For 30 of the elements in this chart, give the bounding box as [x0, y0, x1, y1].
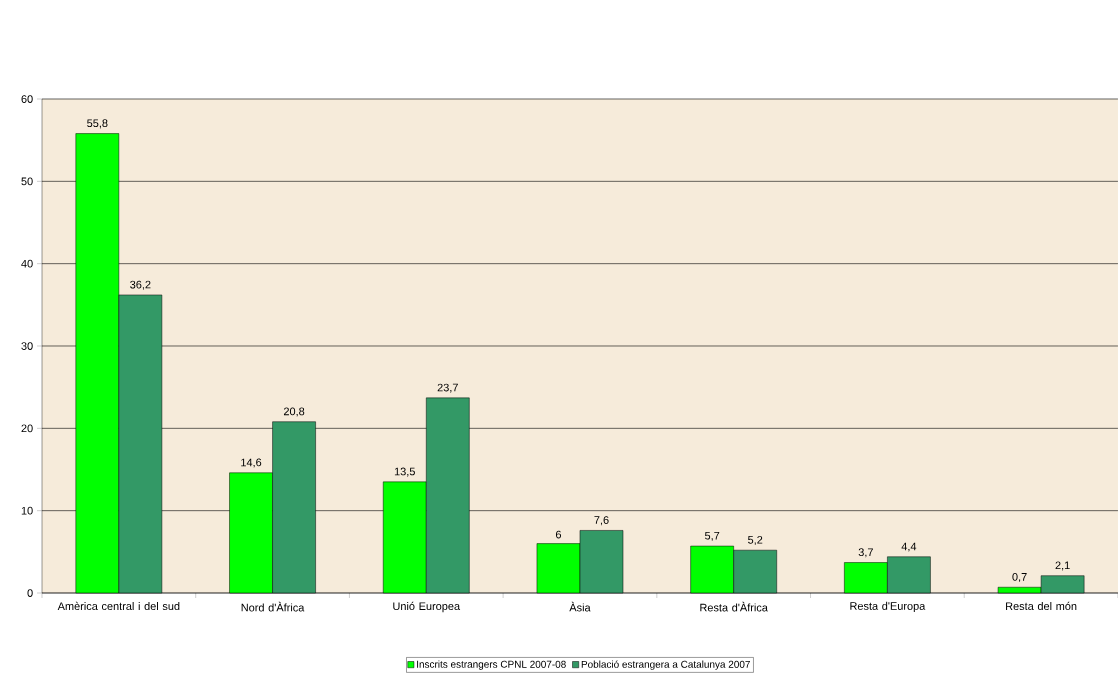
legend-label: Població estrangera a Catalunya 2007: [581, 660, 750, 670]
x-tick-label: Resta del món: [1006, 601, 1077, 611]
y-tick-label: 40: [21, 259, 33, 268]
data-label: 55,8: [87, 119, 108, 129]
x-tick-label: Resta d'Àfrica: [700, 601, 768, 612]
y-tick-label: 20: [21, 424, 33, 433]
data-label: 6: [555, 530, 562, 539]
x-tick-label: Àsia: [569, 601, 591, 612]
data-label: 5,2: [748, 535, 763, 545]
data-label: 7,6: [594, 516, 609, 526]
data-label: 3,7: [858, 548, 873, 558]
y-tick-label: 30: [21, 342, 33, 350]
data-label: 5,7: [704, 531, 720, 541]
data-label: 13,5: [394, 467, 415, 477]
x-tick-label: Resta d'Europa: [850, 601, 926, 613]
data-label: 0,7: [1012, 572, 1027, 583]
data-label: 36,2: [130, 280, 151, 290]
data-label: 23,7: [437, 383, 458, 393]
data-label: 2,1: [1055, 561, 1070, 571]
x-tick-label: Unió Europea: [393, 601, 461, 613]
legend-label: Inscrits estrangers CPNL 2007-08: [417, 660, 566, 670]
y-tick-label: 10: [21, 506, 33, 515]
x-tick-label: Nord d'Àfrica: [241, 601, 305, 612]
data-label: 20,8: [283, 407, 305, 417]
y-tick-label: 0: [27, 589, 33, 597]
y-tick-label: 50: [21, 177, 33, 186]
data-label: 14,6: [241, 458, 262, 468]
y-tick-label: 60: [21, 95, 33, 103]
x-tick-label: Amèrica central i del sud: [57, 601, 180, 611]
data-label: 4,4: [901, 542, 917, 552]
